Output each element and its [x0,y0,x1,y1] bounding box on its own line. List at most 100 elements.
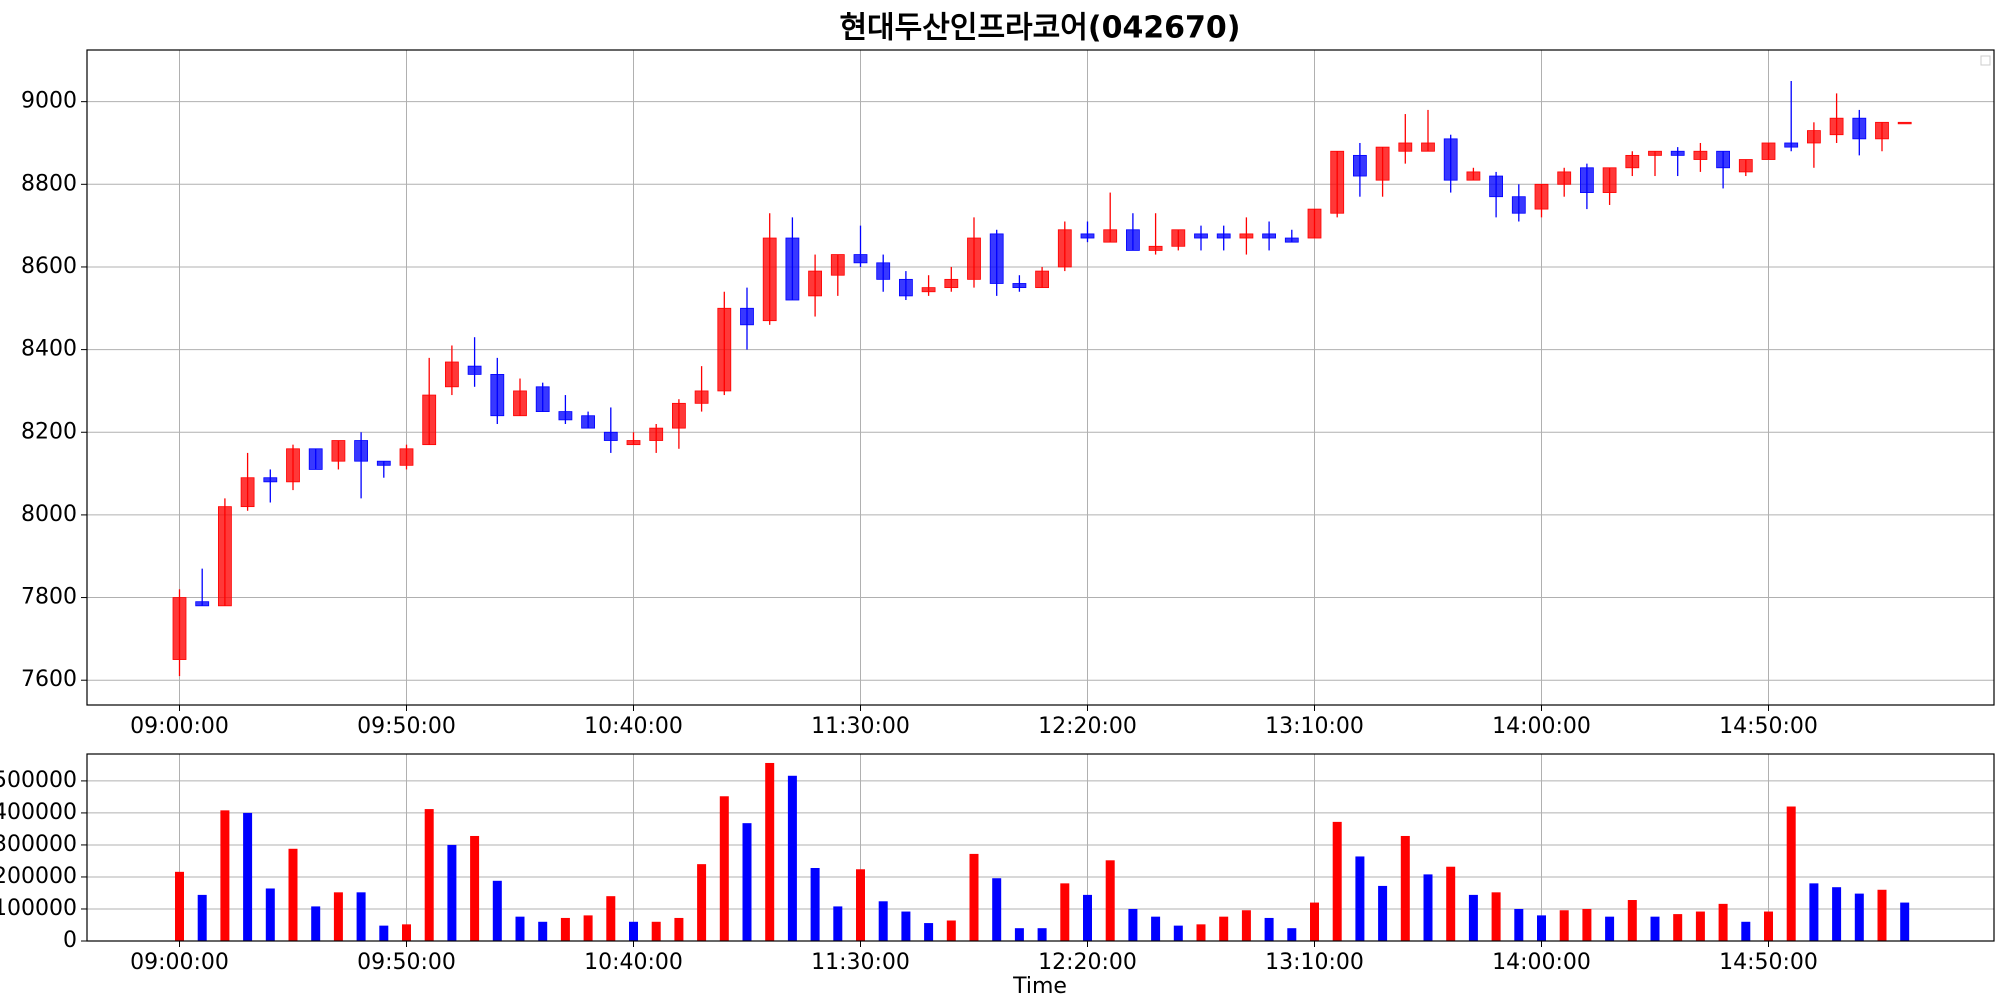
volume-bar [901,911,911,941]
volume-bar [538,921,548,941]
candle-body [1829,117,1844,136]
volume-bar [1196,924,1206,941]
candle-body [1557,171,1572,185]
candle-body [876,262,891,280]
x-tick-label: 10:40:00 [584,714,683,739]
y-tick-label: 8800 [21,171,77,196]
y-tick-label: 8200 [21,419,77,444]
x-tick-label: 12:20:00 [1038,950,1137,975]
candle-body [308,448,323,470]
candle-body [1489,175,1503,198]
volume-bar [1514,908,1524,941]
candle-body [1216,233,1231,239]
candle-body [581,415,595,429]
x-axis-label: Time [1012,974,1067,999]
candle-body [921,287,936,293]
volume-bar [1423,874,1433,941]
plot-frame [86,753,1995,942]
volume-bar [1491,892,1501,941]
volume-bar [1718,903,1728,941]
candle-body [1807,130,1821,144]
candle-body [263,477,278,483]
candle-body [1375,146,1390,181]
volume-bar [1446,866,1456,941]
candle-body [1534,183,1549,210]
x-tick-label: 14:00:00 [1492,714,1591,739]
candle-body [354,440,369,462]
x-tick-label: 10:40:00 [584,950,683,975]
volume-bar [311,906,321,941]
candle-body [558,411,573,421]
candle-body [535,386,550,412]
x-tick-label: 13:10:00 [1265,950,1364,975]
volume-bar [515,916,525,941]
y-tick-label: 7800 [21,585,77,610]
volume-bar [719,796,729,941]
chart-title: 현대두산인프라코어(042670) [839,11,1240,46]
volume-bar [1900,902,1910,941]
y-tick-label: 200000 [0,864,77,889]
candle-body [1580,167,1594,193]
volume-bar [197,894,207,941]
y-tick-label: 7600 [21,667,77,692]
candle-body [513,390,527,417]
volume-bar [1877,889,1887,941]
candle-body [808,270,822,297]
candle-body [467,365,482,375]
volume-bar [470,835,480,941]
candle-body [1171,229,1186,247]
volume-bar [1151,916,1161,941]
volume-bar [243,812,253,941]
candle-body [603,431,618,441]
candle-body [1852,117,1867,140]
volume-bar [1537,915,1546,941]
x-tick-label: 11:30:00 [811,950,910,975]
volume-bar [969,853,979,941]
volume-bar [1627,900,1637,941]
volume-bar [1854,893,1864,941]
volume-bar [1264,917,1274,941]
volume-bar [924,923,934,941]
candle-body [830,254,845,276]
candle-body [1670,150,1685,156]
candle-body [1716,150,1730,169]
x-tick-label: 14:00:00 [1492,950,1591,975]
candle-body [1693,150,1708,160]
volume-bar [946,920,956,941]
candle-body [967,237,981,280]
volume-bar [220,810,230,941]
volume-bar [1559,910,1569,941]
volume-bar [1060,883,1070,941]
volume-bar [1173,925,1183,941]
candle-body [1080,233,1095,239]
volume-bar [1400,835,1410,941]
candle-body [717,307,732,392]
y-tick-label: 100000 [0,896,77,921]
candle-body [444,361,459,388]
volume-bar [1764,911,1773,941]
x-tick-label: 09:50:00 [357,714,456,739]
candle-body [944,278,959,289]
y-tick-label: 0 [63,928,77,953]
x-tick-label: 09:00:00 [130,950,229,975]
volume-bar [1786,806,1796,941]
candle-body [1875,121,1889,140]
volume-bar [1083,894,1092,941]
candle-body [399,448,414,466]
candle-body [1784,142,1799,148]
candle-body [1057,229,1072,268]
candle-body [626,440,641,446]
y-tick-label: 500000 [0,768,77,793]
y-tick-label: 8000 [21,502,77,527]
volume-bar [492,880,502,941]
volume-bar [1310,902,1319,941]
candle-body [1648,150,1662,156]
volume-bar [787,775,797,941]
candle-body [1353,154,1367,177]
candle-body [1511,196,1526,214]
volume-bar [1105,860,1115,941]
volume-bar [1582,908,1592,941]
candle-body [1307,208,1322,239]
volume-bar [379,925,389,941]
